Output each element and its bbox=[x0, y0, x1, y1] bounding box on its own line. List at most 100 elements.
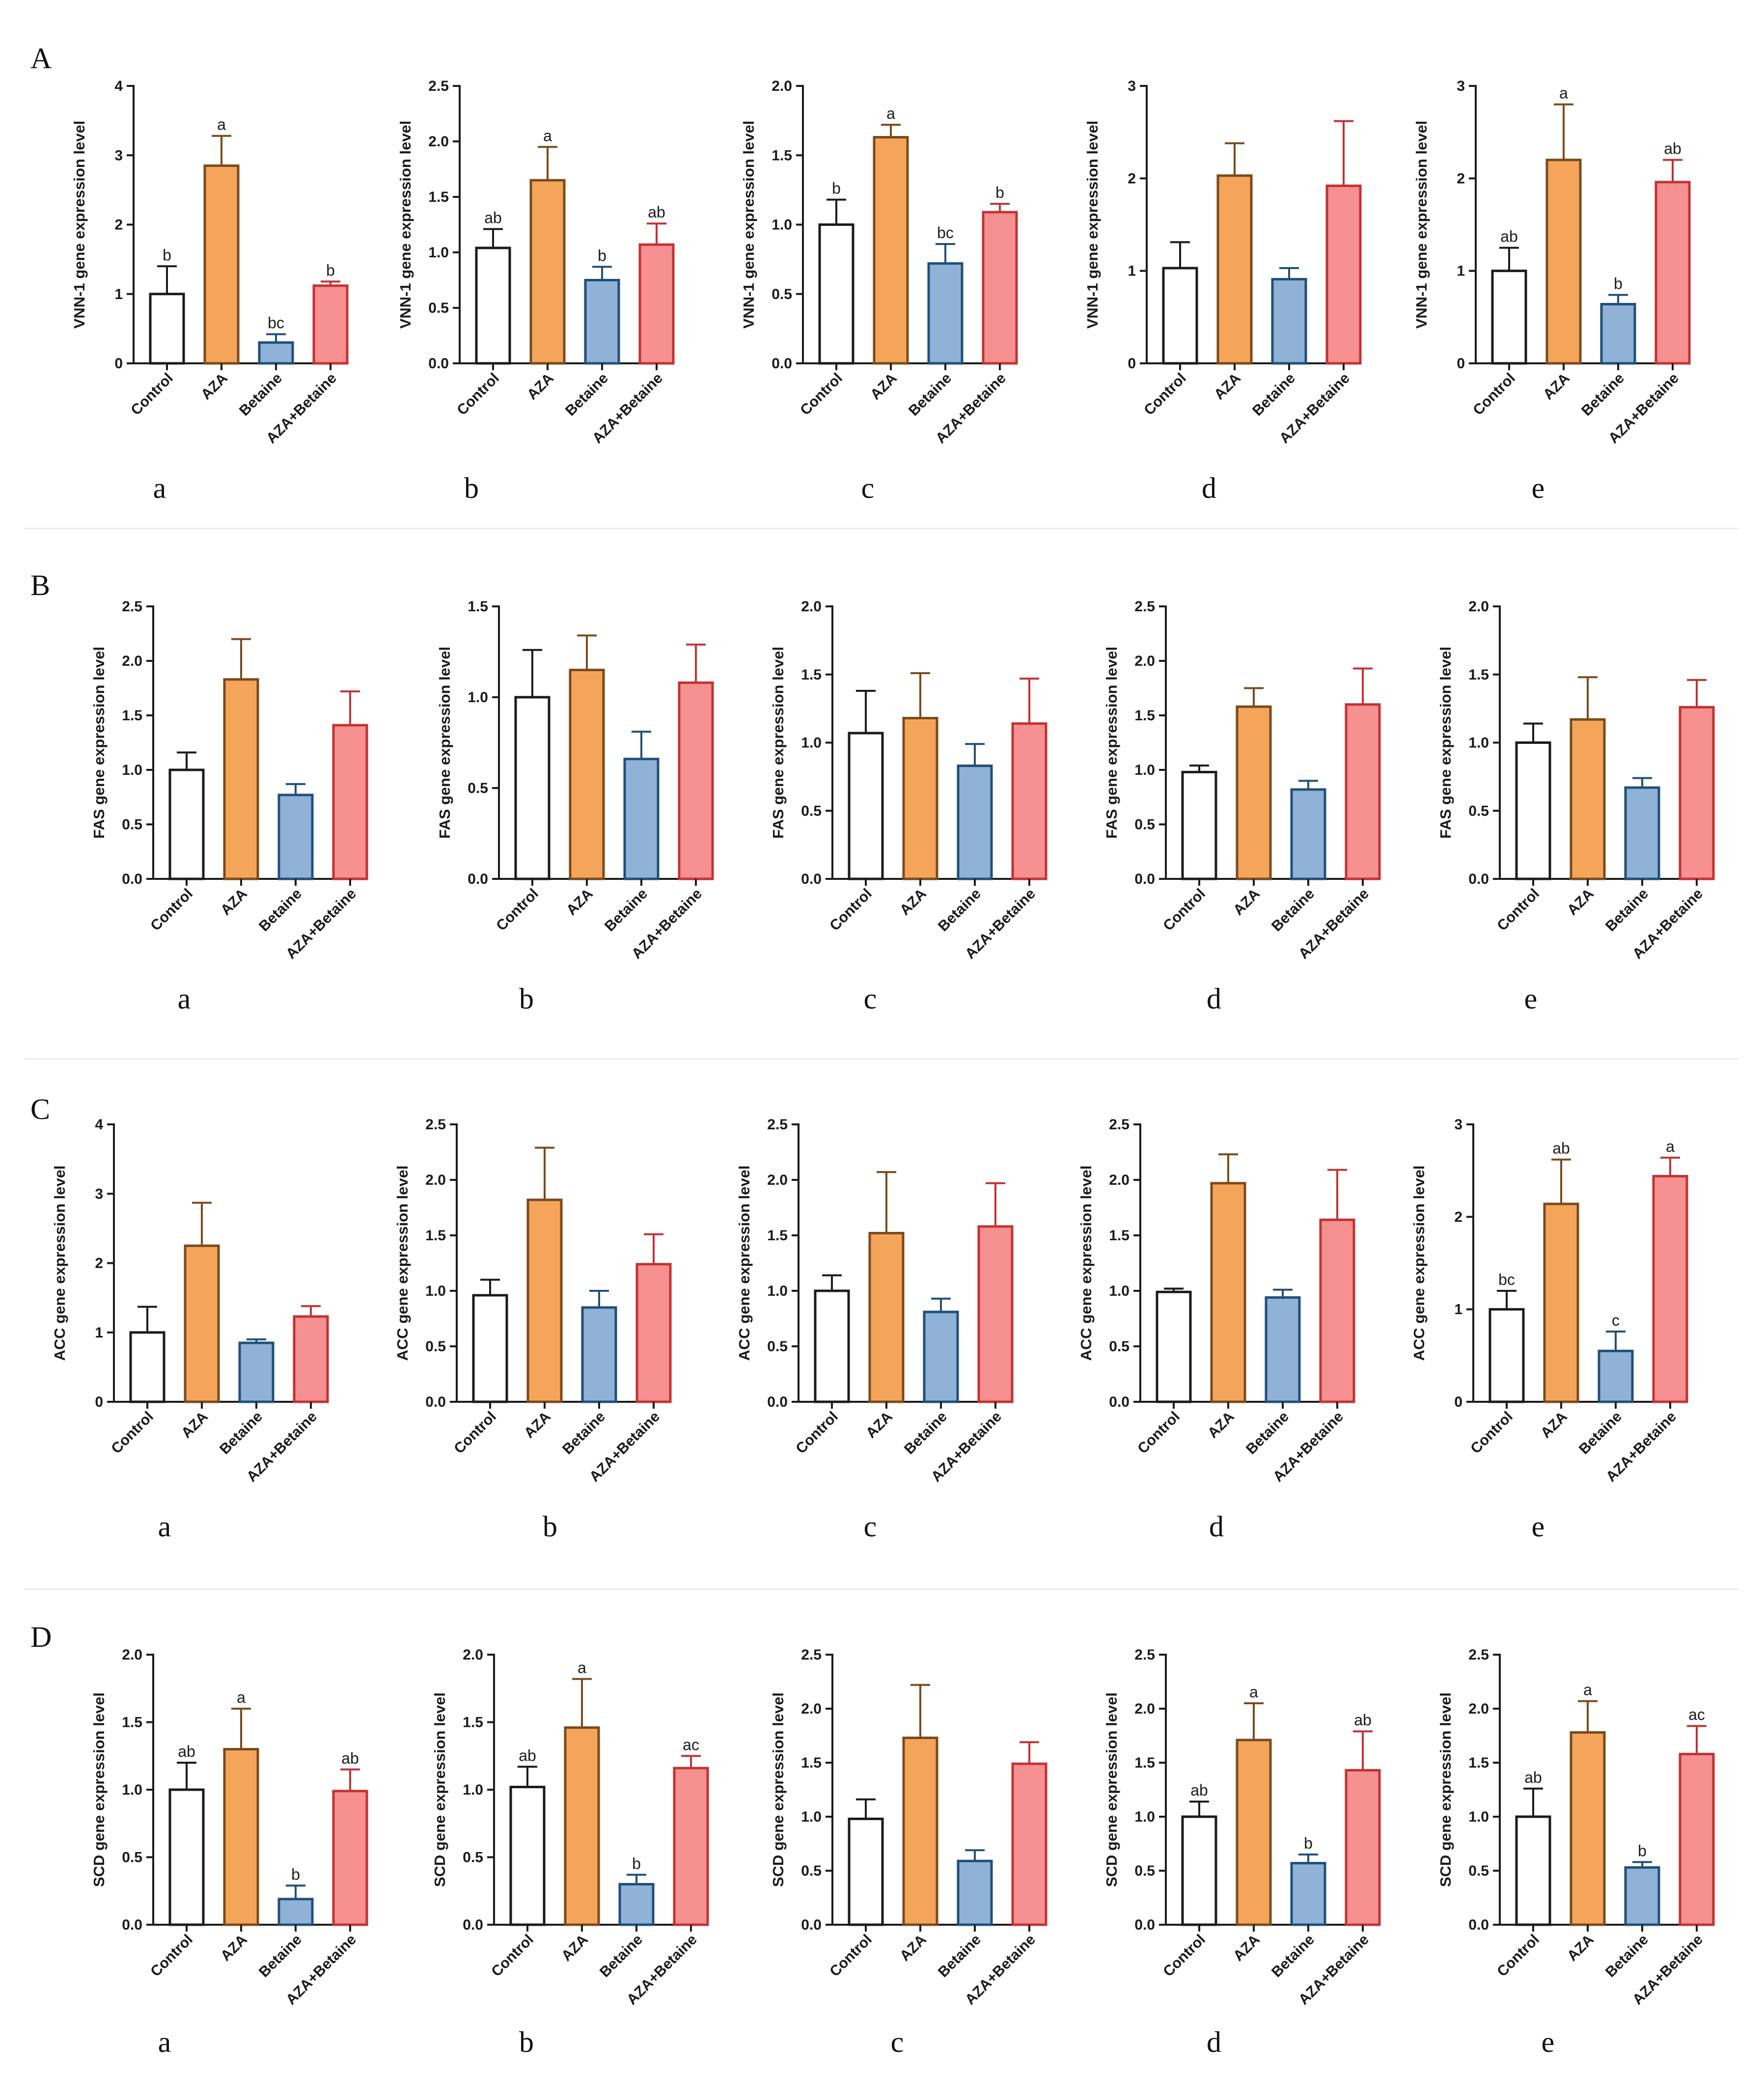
bar bbox=[1345, 703, 1381, 880]
y-tick-label: 2.0 bbox=[425, 1172, 446, 1188]
y-tick-label: 4 bbox=[95, 1117, 103, 1133]
bar bbox=[509, 1786, 546, 1926]
y-tick-label: 2.0 bbox=[122, 653, 142, 669]
y-tick-label: 1.0 bbox=[1109, 1283, 1130, 1299]
bar-chart: 0.0 0.5 1.0 1.5 2.0 2.5 ACC gene expression le… bbox=[736, 1117, 1014, 1485]
x-tick-label: AZA bbox=[218, 886, 250, 919]
y-axis-label: FAS gene expression level bbox=[770, 647, 787, 839]
sub-label: e bbox=[1541, 2026, 1555, 2058]
y-tick-label: 1.0 bbox=[772, 217, 792, 233]
y-tick-label: 2 bbox=[1457, 170, 1465, 187]
bar bbox=[203, 164, 240, 365]
y-tick-label: 1 bbox=[1457, 263, 1465, 279]
y-axis-label: ACC gene expression level bbox=[51, 1166, 68, 1361]
row-label-c: C bbox=[30, 1093, 51, 1125]
bar bbox=[902, 717, 938, 880]
significance-label: ab bbox=[484, 209, 502, 227]
significance-label: ab bbox=[1354, 1711, 1372, 1729]
y-tick-label: 0 bbox=[114, 355, 123, 372]
x-tick-label: Betaine bbox=[256, 1932, 305, 1981]
bar bbox=[277, 793, 314, 880]
bar bbox=[1543, 1202, 1579, 1403]
x-tick-label: Betaine bbox=[935, 886, 984, 935]
y-tick-label: 1.0 bbox=[122, 1782, 142, 1798]
bar bbox=[618, 1883, 655, 1926]
x-tick-label: Control bbox=[1134, 1409, 1183, 1457]
y-tick-label: 1.5 bbox=[425, 1227, 446, 1244]
sub-label: b bbox=[543, 1510, 557, 1543]
bar bbox=[1624, 786, 1660, 880]
y-tick-label: 0.5 bbox=[122, 1850, 142, 1866]
x-tick-label: Control bbox=[1160, 886, 1209, 934]
y-tick-label: 0.0 bbox=[428, 355, 449, 372]
bar bbox=[1236, 1739, 1272, 1926]
y-tick-label: 3 bbox=[1454, 1117, 1462, 1133]
significance-label: a bbox=[578, 1659, 586, 1677]
x-tick-label: AZA bbox=[897, 886, 930, 919]
y-tick-label: 2.0 bbox=[428, 134, 449, 150]
x-tick-label: Betaine bbox=[906, 370, 955, 419]
y-tick-label: 0.0 bbox=[463, 1917, 483, 1933]
significance-label: a bbox=[543, 127, 552, 144]
x-tick-label: Control bbox=[108, 1409, 157, 1457]
significance-label: a bbox=[237, 1689, 246, 1706]
bar bbox=[569, 669, 605, 880]
y-tick-label: 1.5 bbox=[1134, 708, 1155, 724]
x-tick-label: Control bbox=[488, 1932, 537, 1980]
y-tick-label: 0.5 bbox=[425, 1338, 446, 1355]
bar bbox=[1654, 181, 1691, 365]
bar bbox=[873, 136, 909, 365]
sub-label: c bbox=[890, 2026, 904, 2058]
bar bbox=[1491, 270, 1527, 365]
y-tick-label: 3 bbox=[1128, 78, 1136, 94]
x-tick-label: AZA bbox=[863, 1409, 896, 1442]
bar bbox=[293, 1315, 329, 1403]
x-tick-label: Betaine bbox=[217, 1409, 266, 1458]
significance-label: ab bbox=[519, 1746, 536, 1764]
bar bbox=[635, 1263, 672, 1403]
bar bbox=[168, 768, 205, 880]
significance-label: ac bbox=[683, 1736, 699, 1753]
y-tick-label: 1.0 bbox=[801, 735, 822, 751]
x-tick-label: Betaine bbox=[1243, 1409, 1292, 1458]
y-tick-label: 1.5 bbox=[463, 1715, 483, 1731]
y-axis-label: ACC gene expression level bbox=[394, 1166, 411, 1361]
y-tick-label: 2.0 bbox=[1134, 653, 1155, 669]
significance-label: ab bbox=[341, 1749, 359, 1767]
bar bbox=[1679, 1752, 1715, 1926]
y-axis-label: ACC gene expression level bbox=[736, 1166, 753, 1361]
bar bbox=[1600, 302, 1636, 365]
bar bbox=[1181, 1815, 1217, 1926]
x-tick-label: AZA bbox=[558, 1932, 591, 1964]
y-tick-label: 0.0 bbox=[1134, 871, 1155, 887]
x-tick-label: AZA bbox=[198, 370, 231, 403]
bar bbox=[1265, 1296, 1301, 1403]
bar bbox=[673, 1767, 709, 1926]
y-axis-label: FAS gene expression level bbox=[436, 647, 453, 839]
y-tick-label: 2.0 bbox=[1468, 599, 1489, 615]
bar bbox=[1488, 1308, 1525, 1403]
bar bbox=[168, 1788, 205, 1926]
y-tick-label: 1.5 bbox=[1109, 1227, 1130, 1244]
bar bbox=[1271, 278, 1307, 365]
y-tick-label: 1.0 bbox=[463, 1782, 483, 1798]
bar bbox=[623, 758, 660, 880]
sub-label: e bbox=[1531, 1510, 1545, 1543]
bar bbox=[1181, 770, 1217, 880]
significance-label: b bbox=[995, 184, 1004, 201]
y-tick-label: 2.5 bbox=[122, 599, 142, 615]
significance-label: bc bbox=[937, 224, 954, 242]
bar bbox=[1570, 718, 1606, 880]
bar-chart: 0.0 0.5 1.0 1.5 2.0 SCD gene expression level… bbox=[90, 1647, 368, 2008]
bar bbox=[332, 1790, 368, 1926]
sub-label: b bbox=[464, 472, 479, 504]
y-tick-label: 0.5 bbox=[1109, 1338, 1130, 1355]
y-tick-label: 0.5 bbox=[801, 803, 822, 819]
y-tick-label: 0.5 bbox=[1468, 803, 1489, 819]
y-axis-label: VNN-1 gene expression level bbox=[740, 121, 757, 329]
x-tick-label: Betaine bbox=[935, 1932, 984, 1981]
x-tick-label: Control bbox=[793, 1409, 841, 1457]
x-tick-label: AZA bbox=[1230, 886, 1263, 919]
x-tick-label: AZA bbox=[521, 1409, 554, 1442]
y-tick-label: 1.0 bbox=[1468, 735, 1489, 751]
